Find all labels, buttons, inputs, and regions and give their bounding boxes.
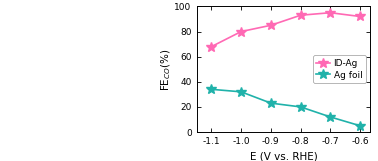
X-axis label: E (V vs. RHE): E (V vs. RHE) [249,152,318,161]
Ag foil [269,102,273,104]
ID-Ag [239,31,243,33]
Y-axis label: FE$_{CO}$(%) : FE$_{CO}$(%) [160,47,173,91]
ID-Ag [358,15,362,17]
ID-Ag [269,24,273,26]
Ag foil [358,125,362,127]
Line: Ag foil: Ag foil [206,85,365,131]
Ag foil [298,106,303,108]
Ag foil [239,91,243,93]
ID-Ag [328,12,333,14]
Legend: ID-Ag, Ag foil: ID-Ag, Ag foil [313,55,366,83]
ID-Ag [298,14,303,16]
Ag foil [328,116,333,118]
ID-Ag [209,46,214,48]
Ag foil [209,88,214,90]
Line: ID-Ag: ID-Ag [206,8,365,52]
